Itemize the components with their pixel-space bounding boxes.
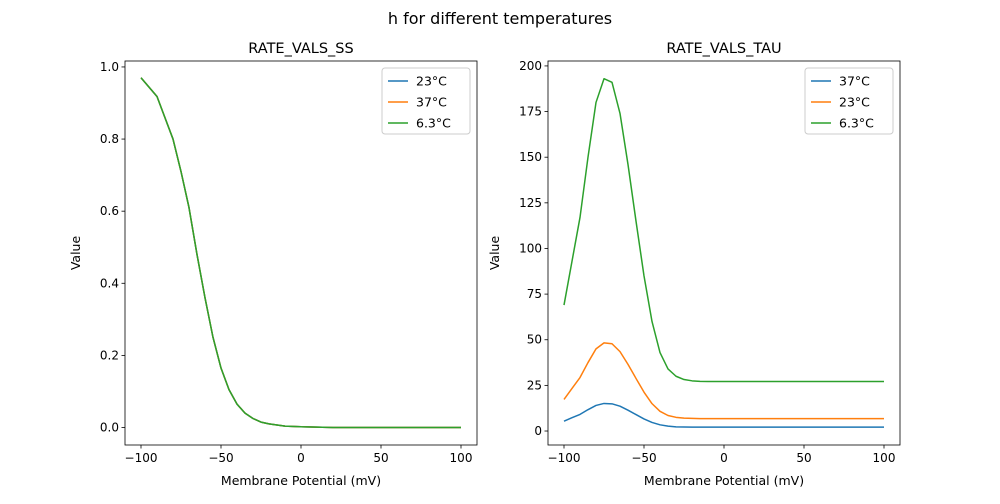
y-tick-label: 175: [519, 105, 542, 119]
legend: 23°C 37°C 6.3°C: [381, 67, 471, 135]
legend-label-2: 6.3°C: [416, 116, 451, 131]
y-tick-label: 50: [527, 333, 542, 347]
y-tick-label: 0.2: [100, 348, 119, 362]
x-tick-label: 0: [297, 451, 305, 465]
y-tick-label: 0: [534, 424, 542, 438]
y-tick-label: 75: [527, 287, 542, 301]
x-tick-label: 50: [373, 451, 388, 465]
series-line-0: [563, 402, 884, 428]
x-tick-label: −100: [125, 451, 158, 465]
legend: 37°C 23°C 6.3°C: [804, 67, 894, 135]
y-tick-label: 100: [519, 241, 542, 255]
axes-rate-vals-tau: −100 −50 0 50 100 0 25 50 75 100 125 150 175 200 RATE_…: [487, 41, 901, 488]
legend-box: [381, 67, 471, 135]
axes-title: RATE_VALS_SS: [248, 41, 353, 57]
x-axis-label: Membrane Potential (mV): [221, 473, 381, 488]
legend-label-1: 37°C: [416, 95, 447, 110]
legend-label-1: 23°C: [839, 95, 870, 110]
y-axis-label: Value: [68, 236, 83, 271]
x-tick-label: 0: [720, 451, 728, 465]
x-tick-label: 100: [873, 451, 896, 465]
figure-suptitle: h for different temperatures: [388, 9, 612, 28]
series-line-2: [563, 77, 884, 383]
y-tick-label: 0.8: [100, 132, 119, 146]
y-tick-label: 25: [527, 378, 542, 392]
y-tick-label: 0.0: [100, 421, 119, 435]
y-tick-label: 150: [519, 150, 542, 164]
y-tick-label: 0.4: [100, 276, 119, 290]
x-tick-label: −100: [548, 451, 581, 465]
axes-rate-vals-ss: −100 −50 0 50 100 0.0 0.2 0.4 0.6 0.8 1.0 RATE_VALS…: [68, 41, 478, 488]
series-line-1: [563, 342, 884, 420]
x-tick-label: −50: [208, 451, 233, 465]
y-tick-label: 200: [519, 59, 542, 73]
y-axis-label: Value: [487, 236, 502, 271]
y-tick-label: 0.6: [100, 204, 119, 218]
legend-label-0: 23°C: [416, 74, 447, 89]
x-tick-label: 50: [796, 451, 811, 465]
y-tick-label: 125: [519, 196, 542, 210]
legend-label-2: 6.3°C: [839, 116, 874, 131]
x-tick-label: −50: [631, 451, 656, 465]
x-axis-label: Membrane Potential (mV): [644, 473, 804, 488]
y-tick-label: 1.0: [100, 60, 119, 74]
legend-box: [804, 67, 894, 135]
legend-label-0: 37°C: [839, 74, 870, 89]
axes-title: RATE_VALS_TAU: [666, 41, 781, 57]
series-line-2: [140, 77, 461, 429]
x-tick-label: 100: [450, 451, 473, 465]
